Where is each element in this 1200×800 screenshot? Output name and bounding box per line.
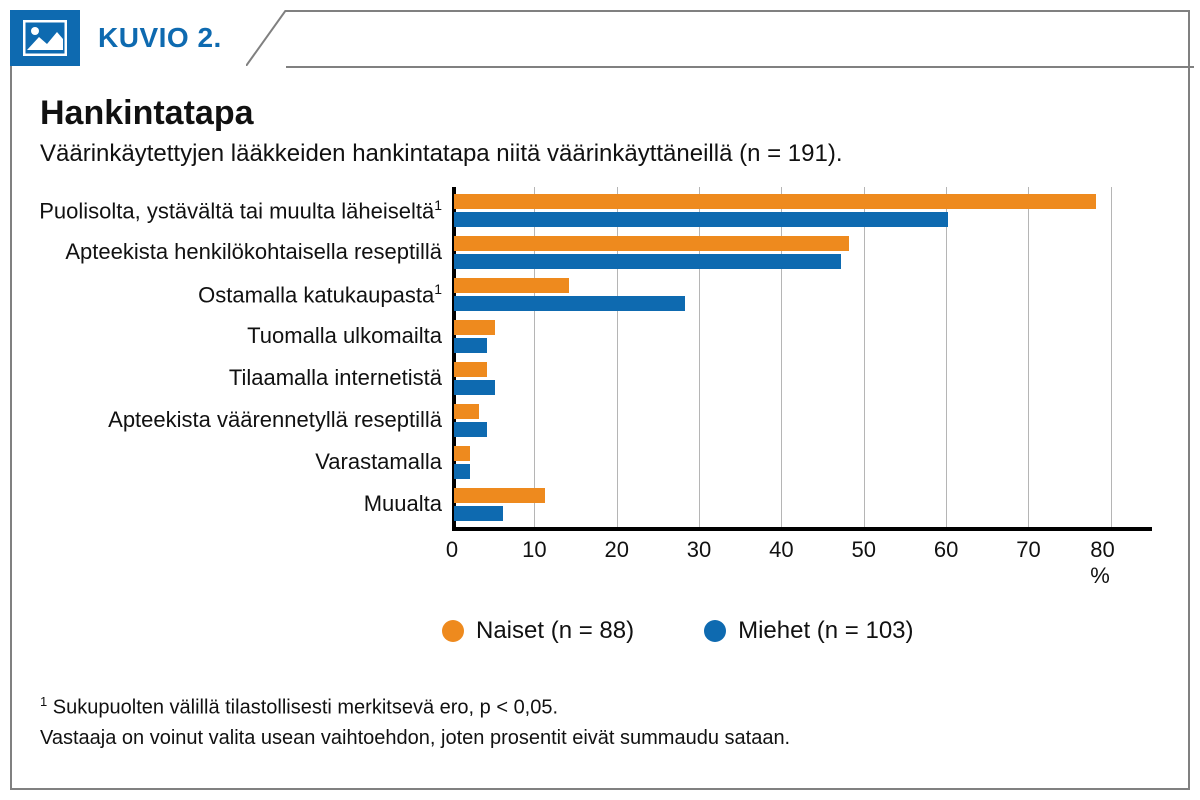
bar-men [454, 338, 487, 353]
bar-women [454, 362, 487, 377]
chart-title: Hankintatapa [40, 94, 254, 133]
category-label: Apteekista väärennetyllä reseptillä [108, 407, 442, 433]
category-label: Puolisolta, ystävältä tai muulta läheise… [39, 197, 442, 224]
bar-men [454, 380, 495, 395]
figure-frame: KUVIO 2. Hankintatapa Väärinkäytettyjen … [10, 10, 1190, 790]
x-tick-label: 60 [934, 537, 958, 563]
x-tick-label: 50 [852, 537, 876, 563]
category-label: Muualta [364, 491, 442, 517]
bar-men [454, 464, 470, 479]
footnote-1: 1 Sukupuolten välillä tilastollisesti me… [40, 692, 790, 723]
footnotes: 1 Sukupuolten välillä tilastollisesti me… [40, 692, 790, 753]
x-tick-label: 40 [769, 537, 793, 563]
chart-area: Puolisolta, ystävältä tai muulta läheise… [40, 187, 1160, 567]
bar-plot: 01020304050607080 % [452, 187, 1152, 527]
bar-men [454, 506, 503, 521]
chart-legend: Naiset (n = 88) Miehet (n = 103) [442, 617, 914, 645]
category-labels-column: Puolisolta, ystävältä tai muulta läheise… [40, 187, 452, 527]
x-axis-line [452, 527, 1152, 531]
gridline [1028, 187, 1029, 527]
category-label: Ostamalla katukaupasta1 [198, 281, 442, 308]
x-tick-label: 10 [522, 537, 546, 563]
legend-label-women: Naiset (n = 88) [476, 617, 634, 645]
bar-men [454, 212, 948, 227]
gridline [864, 187, 865, 527]
category-label: Tuomalla ulkomailta [247, 323, 442, 349]
footnote-2: Vastaaja on voinut valita usean vaihtoeh… [40, 723, 790, 753]
bar-women [454, 236, 849, 251]
image-icon [10, 10, 80, 66]
footnote-1-text: Sukupuolten välillä tilastollisesti merk… [47, 697, 558, 719]
legend-swatch-men [704, 620, 726, 642]
x-tick-label: 30 [687, 537, 711, 563]
category-label: Apteekista henkilökohtaisella reseptillä [65, 239, 442, 265]
legend-item-women: Naiset (n = 88) [442, 617, 634, 645]
x-tick-label: 0 [446, 537, 458, 563]
category-label-sup: 1 [434, 197, 442, 213]
category-label-sup: 1 [434, 281, 442, 297]
x-tick-label: 80 % [1090, 537, 1131, 589]
bar-women [454, 194, 1096, 209]
figure-header-tab: KUVIO 2. [10, 10, 286, 66]
legend-swatch-women [442, 620, 464, 642]
x-tick-label: 20 [604, 537, 628, 563]
bar-women [454, 446, 470, 461]
bar-men [454, 296, 685, 311]
bar-men [454, 254, 841, 269]
chart-subtitle: Väärinkäytettyjen lääkkeiden hankintatap… [40, 140, 843, 168]
bar-women [454, 278, 569, 293]
bar-women [454, 320, 495, 335]
category-label: Varastamalla [315, 449, 442, 475]
legend-label-men: Miehet (n = 103) [738, 617, 913, 645]
header-underline [286, 66, 1194, 68]
category-label: Tilaamalla internetistä [229, 365, 442, 391]
figure-number-label: KUVIO 2. [80, 10, 246, 66]
x-tick-label: 70 [1016, 537, 1040, 563]
gridline [1111, 187, 1112, 527]
gridline [946, 187, 947, 527]
tab-slash [246, 10, 286, 66]
legend-item-men: Miehet (n = 103) [704, 617, 913, 645]
bar-women [454, 488, 545, 503]
bar-men [454, 422, 487, 437]
bar-women [454, 404, 479, 419]
